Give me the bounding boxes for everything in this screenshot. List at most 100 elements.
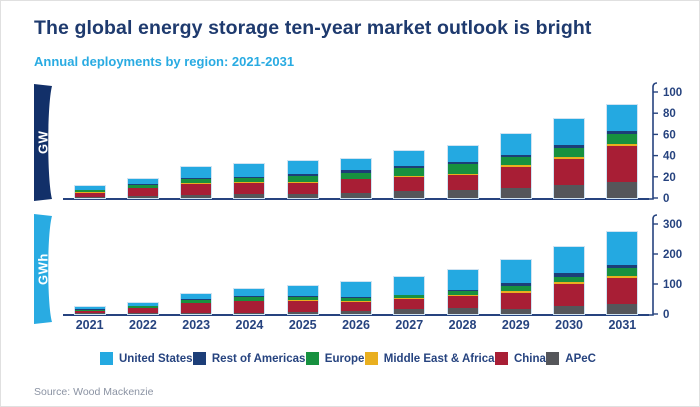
bar-segment-china [234,301,265,313]
bar-segment-middle-east-africa [127,187,158,189]
bar-segment-apec [607,182,638,198]
bar-segment-rest-of-americas [447,162,478,164]
bar-segment-europe [181,300,212,303]
x-axis-year-labels: 2021 2022 2023 2024 2025 2026 2027 2028 2029 2030… [63,318,649,334]
bar-gw-2023 [181,167,212,198]
bar-segment-middle-east-africa [287,299,318,301]
chart-subtitle: Annual deployments by region: 2021-2031 [34,54,295,69]
y-axis-tick-label: 40 [663,151,676,163]
bar-segment-europe [234,177,265,183]
gw-y-axis: 0 20 40 60 80 100 [647,82,682,205]
bar-segment-rest-of-americas [181,178,212,180]
bar-segment-apec [127,195,158,198]
x-axis-label-2025: 2025 [288,318,317,332]
bar-segment-rest-of-americas [181,299,212,301]
bar-segment-rest-of-americas [394,294,425,296]
bar-segment-rest-of-americas [394,165,425,168]
bar-segment-united-states [394,277,425,295]
bar-segment-apec [181,194,212,198]
bar-segment-rest-of-americas [234,176,265,178]
legend-item: United States [100,352,193,365]
bar-segment-middle-east-africa [554,156,585,159]
bar-segment-united-states [127,178,158,184]
bar-segment-united-states [554,247,585,274]
x-axis-label-2026: 2026 [342,318,370,332]
bar-segment-middle-east-africa [554,281,585,285]
bar-gwh-2023 [181,293,212,314]
bar-segment-china [394,177,425,191]
bar-gwh-2030 [554,247,585,314]
legend-swatch-icon [100,352,113,365]
bar-gwh-2031 [607,232,638,314]
y-axis-tick-label: 80 [663,108,676,120]
legend-swatch-icon [192,352,206,365]
bar-segment-china [607,278,638,305]
bar-segment-china [341,179,371,193]
gw-axis-label: GW [35,130,51,155]
bar-segment-europe [394,167,425,177]
bar-gw-2022 [127,178,158,198]
gw-chart-plot [63,84,649,200]
bar-segment-europe [394,295,425,299]
bar-gwh-2024 [234,288,265,314]
bar-segment-united-states [181,293,212,300]
gwh-axis-label: GWh [35,253,51,285]
y-axis-tick-label: 60 [663,129,676,141]
y-axis-tick-label: 200 [663,249,682,261]
bar-gw-2025 [287,161,318,198]
bar-gwh-2028 [447,270,478,314]
bar-segment-middle-east-africa [287,182,318,184]
bar-gwh-2029 [500,260,531,314]
bar-segment-china [554,284,585,306]
bar-segment-europe [341,172,371,179]
bar-segment-united-states [287,161,318,174]
gwh-chart-plot [63,206,649,316]
bar-segment-united-states [74,307,105,310]
ribbon-shape-icon [34,214,52,324]
bar-segment-middle-east-africa [394,298,425,300]
bar-segment-united-states [500,134,531,155]
bar-segment-rest-of-americas [607,131,638,135]
bar-gw-2028 [447,145,478,198]
x-axis-label-2030: 2030 [555,318,583,332]
bar-segment-apec [127,313,158,314]
bar-segment-europe [341,297,371,301]
bar-segment-middle-east-africa [607,143,638,147]
bar-gw-2026 [341,158,371,198]
bar-segment-rest-of-americas [447,290,478,291]
bar-segment-apec [447,189,478,198]
bar-segment-middle-east-africa [607,275,638,279]
bar-segment-apec [287,312,318,314]
y-axis-tick-label: 0 [663,309,669,321]
chart-legend: United States Rest of Americas Europe Middl… [100,352,596,365]
bar-segment-apec [447,308,478,314]
x-axis-label-2021: 2021 [75,318,104,332]
bar-segment-united-states [341,158,371,170]
source-note: Source: Wood Mackenzie [34,386,154,398]
x-axis-label-2027: 2027 [395,318,424,332]
bar-segment-apec [234,312,265,314]
bar-segment-china [447,296,478,308]
bar-gwh-2025 [287,285,318,314]
bar-gw-2021 [74,186,105,198]
legend-label: Middle East & Africa [383,352,495,365]
bar-segment-apec [394,190,425,198]
y-axis-spine [647,214,658,316]
bar-segment-apec [607,304,638,314]
bar-segment-apec [234,193,265,198]
bar-segment-china [181,184,212,195]
bar-segment-europe [287,175,318,183]
bar-segment-china [500,292,531,310]
bar-segment-rest-of-americas [127,305,158,307]
bar-segment-apec [341,310,371,314]
legend-swatch-icon [305,352,319,365]
bar-segment-apec [74,196,105,198]
legend-label: Europe [324,352,365,365]
legend-item: Rest of Americas [192,352,305,365]
bar-segment-middle-east-africa [234,182,265,184]
legend-label: United States [119,352,193,365]
bar-segment-middle-east-africa [234,300,265,302]
legend-item: Europe [305,352,365,365]
y-axis-tick-label: 0 [663,193,669,205]
